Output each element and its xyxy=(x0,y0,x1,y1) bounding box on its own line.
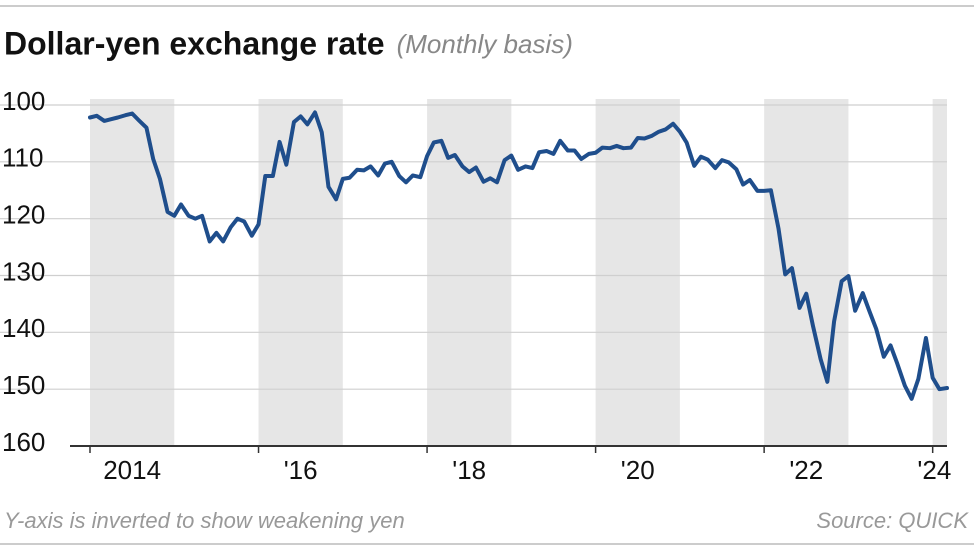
y-tick-label: 140 xyxy=(2,313,45,343)
chart-subtitle: (Monthly basis) xyxy=(397,29,573,59)
y-tick-label: 120 xyxy=(2,200,45,230)
plot-area: 100 110 120 130 140 150 160 2014 '16 '18 '20 '22 '24 xyxy=(0,86,951,485)
year-band xyxy=(932,99,947,446)
x-tick-label: '18 xyxy=(452,455,486,485)
x-tick-label: '16 xyxy=(284,455,318,485)
year-band xyxy=(427,99,512,446)
year-band xyxy=(764,99,849,446)
y-tick-label: 100 xyxy=(2,86,45,116)
data-line xyxy=(88,110,949,401)
x-tick-label: '24 xyxy=(917,455,951,485)
chart-title: Dollar-yen exchange rate xyxy=(4,25,385,61)
x-tick-label: '22 xyxy=(789,455,823,485)
x-tick-label: '20 xyxy=(621,455,655,485)
source: Source: QUICK xyxy=(816,508,969,533)
year-band xyxy=(258,99,343,446)
year-band xyxy=(595,99,680,446)
note: Y-axis is inverted to show weakening yen xyxy=(4,508,405,533)
x-tick-label: 2014 xyxy=(103,455,161,485)
y-tick-label: 130 xyxy=(2,256,45,286)
y-tick-label: 110 xyxy=(2,143,43,173)
year-band xyxy=(90,99,175,446)
y-tick-label: 150 xyxy=(2,370,45,400)
y-tick-label: 160 xyxy=(2,427,45,457)
